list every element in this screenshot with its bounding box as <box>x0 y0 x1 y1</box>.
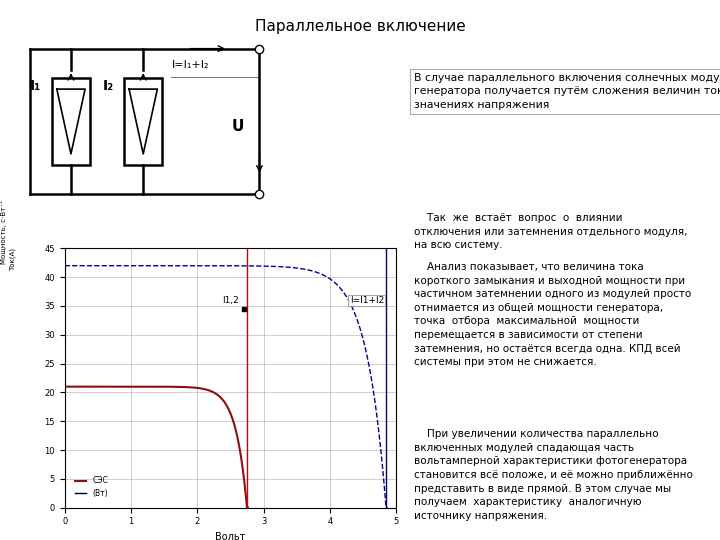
Text: При увеличении количества параллельно
включенных модулей спадающая часть
вольтам: При увеличении количества параллельно вк… <box>414 429 693 521</box>
Legend: СЭС, (Вт): СЭС, (Вт) <box>72 473 112 501</box>
Text: Параллельное включение: Параллельное включение <box>255 19 465 34</box>
Text: Мощность, с·Вт⁻¹: Мощность, с·Вт⁻¹ <box>0 200 7 264</box>
Text: I=I1+I2: I=I1+I2 <box>350 296 384 305</box>
Text: Анализ показывает, что величина тока
короткого замыкания и выходной мощности при: Анализ показывает, что величина тока кор… <box>414 262 691 367</box>
Text: I1,2: I1,2 <box>222 296 238 305</box>
Text: I=I₁+I₂: I=I₁+I₂ <box>171 59 209 70</box>
Text: Ток(А): Ток(А) <box>9 248 17 271</box>
Text: I₂: I₂ <box>102 79 114 93</box>
Bar <box>125 78 162 165</box>
Text: Так  же  встаёт  вопрос  о  влиянии
отключения или затемнения отдельного модуля,: Так же встаёт вопрос о влиянии отключени… <box>414 213 688 251</box>
Bar <box>52 78 90 165</box>
Text: В случае параллельного включения солнечных модулей ВАХ
генератора получается пут: В случае параллельного включения солнечн… <box>414 73 720 110</box>
X-axis label: Вольт: Вольт <box>215 532 246 540</box>
Text: I₁: I₁ <box>30 79 41 93</box>
Text: U: U <box>231 119 243 134</box>
